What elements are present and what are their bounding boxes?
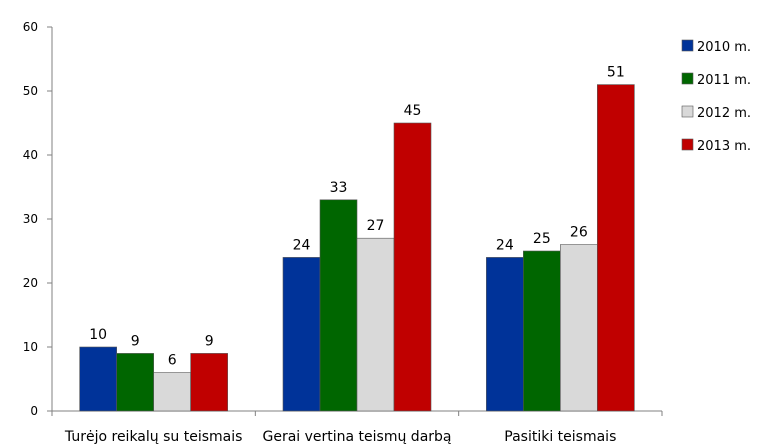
legend-label: 2013 m. [697,139,751,154]
x-category-label: Turėjo reikalų su teismais [64,429,242,445]
legend-label: 2010 m. [697,40,751,55]
bar [560,244,598,412]
bar [486,257,524,412]
y-tick-label: 0 [30,404,38,418]
legend-swatch [681,105,694,118]
data-label: 25 [533,231,551,247]
data-label: 51 [607,65,625,81]
y-tick-label: 20 [23,276,38,290]
legend-label: 2012 m. [697,106,751,121]
y-tick-label: 40 [23,148,38,162]
legend: 2010 m. 2011 m. 2012 m. 2013 m. [681,39,751,154]
data-label: 10 [89,327,107,343]
bar [153,372,191,412]
data-label: 45 [404,103,422,119]
bar [79,346,117,412]
bar [282,257,321,412]
bar [356,237,395,412]
data-label: 33 [330,180,348,196]
bar [523,250,561,412]
y-tick-label: 50 [23,84,38,98]
y-tick-label: 10 [23,340,38,354]
data-label: 24 [496,237,514,253]
bar [190,353,228,412]
y-tick-label: 30 [23,212,38,226]
bar [116,353,154,412]
data-label: 27 [367,218,385,234]
data-label: 26 [570,225,588,241]
y-tick-label: 60 [23,20,38,34]
legend-swatch [681,138,694,151]
bar [597,84,635,412]
plot-area: 0 10 20 30 40 50 60 10 9 6 9 Turėjo reikalų su teis… [23,20,663,445]
x-category-label: Pasitiki teismais [504,429,616,445]
x-category-label: Gerai vertina teismų darbą [262,429,451,445]
bar [319,199,358,412]
data-label: 9 [131,333,140,349]
legend-swatch [681,72,694,85]
legend-label: 2011 m. [697,73,751,88]
data-label: 24 [293,237,311,253]
bar [393,122,432,412]
data-label: 9 [205,333,214,349]
legend-swatch [681,39,694,52]
data-label: 6 [168,353,177,369]
